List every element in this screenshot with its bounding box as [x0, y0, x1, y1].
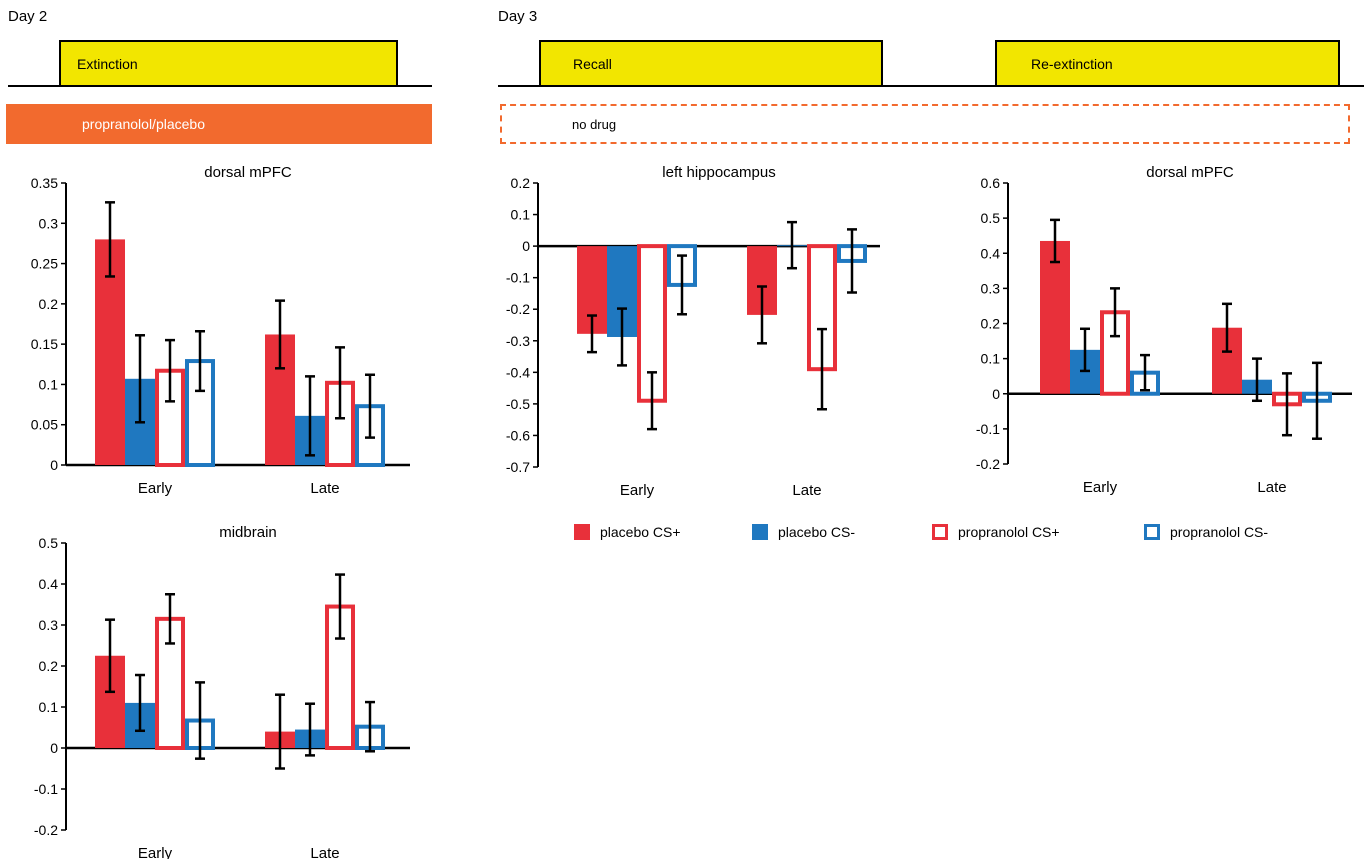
chart-title: midbrain [219, 524, 277, 541]
y-tick-label: 0.2 [39, 658, 59, 674]
y-tick-label: -0.1 [976, 421, 1000, 437]
chart-d3-dmpfc: dorsal mPFC -0.2 -0.1 0 0.1 0.2 0.3 0.4 0.5 0.6 Ea… [976, 164, 1352, 496]
bar [807, 244, 837, 372]
legend-item-placebo-cs-minus: placebo CS- [752, 524, 855, 540]
legend-swatch-propranolol-cs-plus [932, 524, 948, 540]
x-category-label: Late [792, 482, 821, 499]
x-category-label: Late [310, 845, 339, 859]
reextinction-phase-box: Re-extinction [995, 40, 1340, 86]
x-category-label: Early [138, 845, 173, 859]
bar [1040, 240, 1070, 394]
no-drug-box: no drug [500, 104, 1350, 144]
y-tick-label: -0.1 [34, 781, 58, 797]
y-tick-label: 0.1 [39, 376, 59, 392]
y-tick-label: 0.5 [981, 210, 1001, 226]
recall-phase-label: Recall [573, 56, 612, 72]
y-tick-label: -0.2 [34, 822, 58, 838]
y-tick-label: 0 [992, 386, 1000, 402]
chart-title: dorsal mPFC [1146, 164, 1234, 181]
x-category-label: Late [1257, 479, 1286, 496]
y-tick-label: 0.3 [981, 280, 1001, 296]
y-tick-label: -0.2 [976, 456, 1000, 472]
y-tick-label: -0.4 [506, 364, 530, 380]
y-tick-label: 0.4 [981, 245, 1001, 261]
chart-title: dorsal mPFC [204, 164, 292, 181]
reextinction-phase-label: Re-extinction [1031, 56, 1113, 72]
y-tick-label: 0 [522, 238, 530, 254]
extinction-phase-label: Extinction [77, 56, 138, 72]
y-tick-label: 0.05 [31, 417, 58, 433]
y-tick-label: -0.1 [506, 270, 530, 286]
day2-timeline [8, 85, 432, 87]
legend-item-propranolol-cs-plus: propranolol CS+ [932, 524, 1060, 540]
y-tick-label: 0.15 [31, 336, 58, 352]
y-tick-label: 0.1 [981, 351, 1001, 367]
day3-label: Day 3 [498, 8, 538, 25]
no-drug-label: no drug [572, 116, 617, 132]
legend-label-placebo-cs-plus: placebo CS+ [600, 524, 681, 540]
y-tick-label: 0 [50, 740, 58, 756]
y-tick-label: 0.1 [39, 699, 59, 715]
y-tick-label: 0.4 [39, 576, 59, 592]
x-category-label: Late [310, 480, 339, 497]
y-tick-label: -0.6 [506, 427, 530, 443]
recall-phase-box: Recall [539, 40, 883, 86]
legend-swatch-placebo-cs-plus [574, 524, 590, 540]
legend-item-propranolol-cs-minus: propranolol CS- [1144, 524, 1268, 540]
chart-title: left hippocampus [662, 164, 775, 181]
y-tick-label: 0.25 [31, 256, 58, 272]
y-tick-label: 0 [50, 457, 58, 473]
legend-item-placebo-cs-plus: placebo CS+ [574, 524, 681, 540]
x-category-label: Early [138, 480, 173, 497]
y-tick-label: -0.5 [506, 396, 530, 412]
y-tick-label: 0.2 [511, 175, 531, 191]
y-tick-label: 0.1 [511, 207, 531, 223]
day2-label: Day 2 [8, 8, 48, 25]
chart-d3-hippocampus: left hippocampus -0.7 -0.6 -0.5 -0.4 -0.3 -0.2… [506, 164, 880, 499]
extinction-phase-box: Extinction [59, 40, 398, 86]
y-tick-label: -0.7 [506, 459, 530, 475]
legend-swatch-placebo-cs-minus [752, 524, 768, 540]
y-tick-label: 0.2 [39, 296, 59, 312]
y-tick-label: -0.3 [506, 333, 530, 349]
y-tick-label: 0.35 [31, 175, 58, 191]
x-category-label: Early [620, 482, 655, 499]
legend-label-propranolol-cs-plus: propranolol CS+ [958, 524, 1060, 540]
chart-d2-dmpfc: dorsal mPFC 0 0.05 0.1 0.15 0.2 0.25 0.3 0.35 Ear… [31, 164, 410, 497]
legend-label-propranolol-cs-minus: propranolol CS- [1170, 524, 1269, 540]
y-tick-label: 0.2 [981, 316, 1001, 332]
drug-bar: propranolol/placebo [6, 104, 432, 144]
y-tick-label: 0.6 [981, 175, 1001, 191]
x-category-label: Early [1083, 479, 1118, 496]
chart-d2-midbrain: midbrain -0.2 -0.1 0 0.1 0.2 0.3 0.4 0.5 Early Lat… [34, 524, 410, 859]
y-tick-label: 0.3 [39, 215, 59, 231]
drug-bar-label: propranolol/placebo [82, 116, 205, 132]
legend-swatch-propranolol-cs-minus [1144, 524, 1160, 540]
y-tick-label: -0.2 [506, 301, 530, 317]
y-tick-label: 0.5 [39, 535, 59, 551]
day3-timeline [498, 85, 1364, 87]
legend-label-placebo-cs-minus: placebo CS- [778, 524, 856, 540]
y-tick-label: 0.3 [39, 617, 59, 633]
